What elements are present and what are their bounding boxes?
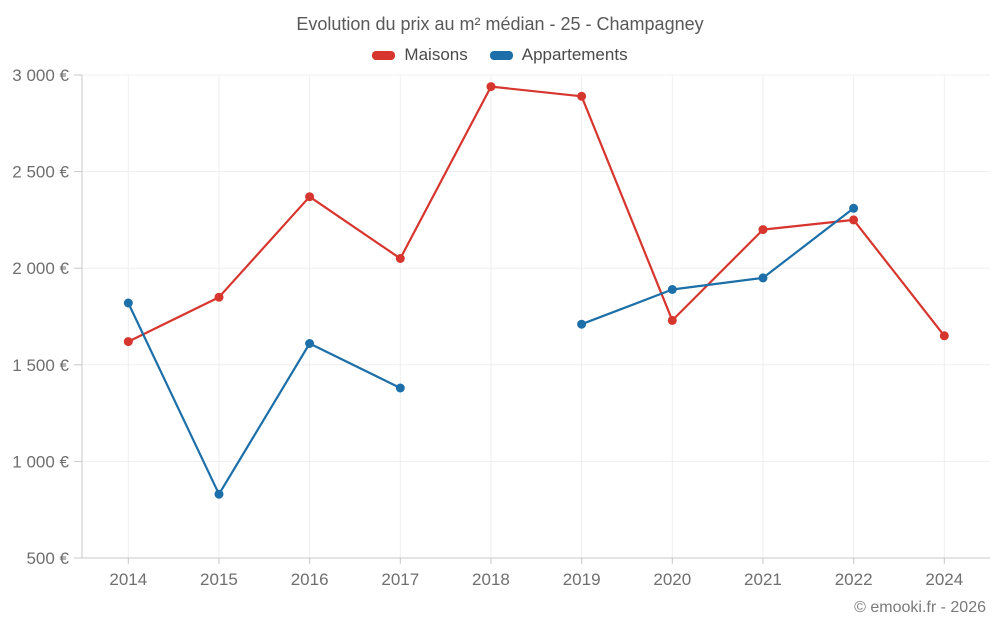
series-line-appartements	[127, 207, 855, 496]
x-tick-label: 2022	[835, 570, 873, 589]
x-tick-label: 2014	[109, 570, 147, 589]
data-point-maisons-2019[interactable]	[577, 91, 587, 101]
data-point-maisons-2015[interactable]	[214, 292, 224, 302]
x-tick-label: 2019	[563, 570, 601, 589]
data-point-maisons-2014[interactable]	[123, 337, 133, 347]
x-tick-label: 2021	[744, 570, 782, 589]
y-tick-label: 500 €	[26, 549, 69, 568]
legend-label-appartements: Appartements	[521, 45, 628, 64]
data-point-appartements-2016[interactable]	[305, 339, 315, 348]
data-point-appartements-2019[interactable]	[577, 319, 587, 329]
legend-item-appartements[interactable]: Appartements	[489, 45, 628, 65]
data-point-maisons-2022[interactable]	[849, 215, 859, 225]
x-tick-label: 2016	[291, 570, 329, 589]
x-tick-label: 2017	[381, 570, 419, 589]
data-point-maisons-2020[interactable]	[667, 315, 677, 325]
chart-legend: Maisons Appartements	[0, 45, 1000, 65]
x-tick-label: 2024	[925, 570, 963, 589]
data-point-maisons-2016[interactable]	[305, 192, 315, 202]
x-tick-label: 2020	[653, 570, 691, 589]
series-line-maisons	[127, 85, 946, 343]
y-tick-label: 2 500 €	[12, 163, 69, 182]
y-tick-label: 3 000 €	[12, 66, 69, 85]
maisons-color-swatch	[372, 50, 396, 60]
legend-item-maisons[interactable]: Maisons	[372, 45, 468, 65]
data-point-maisons-2018[interactable]	[486, 82, 496, 92]
data-point-maisons-2017[interactable]	[395, 254, 405, 263]
legend-label-maisons: Maisons	[404, 45, 468, 64]
data-point-appartements-2021[interactable]	[758, 273, 768, 283]
data-point-appartements-2014[interactable]	[123, 298, 133, 308]
chart-title: Evolution du prix au m² médian - 25 - Ch…	[296, 14, 704, 34]
y-tick-label: 2 000 €	[12, 259, 69, 278]
data-point-appartements-2015[interactable]	[214, 489, 224, 499]
x-tick-label: 2018	[472, 570, 510, 589]
copyright-footer: © emooki.fr - 2026	[854, 599, 986, 616]
data-point-maisons-2024[interactable]	[939, 331, 949, 341]
appartements-color-swatch	[489, 50, 513, 60]
data-point-appartements-2022[interactable]	[849, 203, 859, 213]
data-point-maisons-2021[interactable]	[758, 225, 768, 235]
data-point-appartements-2017[interactable]	[395, 383, 405, 393]
y-tick-label: 1 000 €	[12, 452, 69, 471]
x-tick-label: 2015	[200, 570, 238, 589]
data-point-appartements-2020[interactable]	[667, 285, 677, 294]
y-tick-label: 1 500 €	[12, 356, 69, 375]
